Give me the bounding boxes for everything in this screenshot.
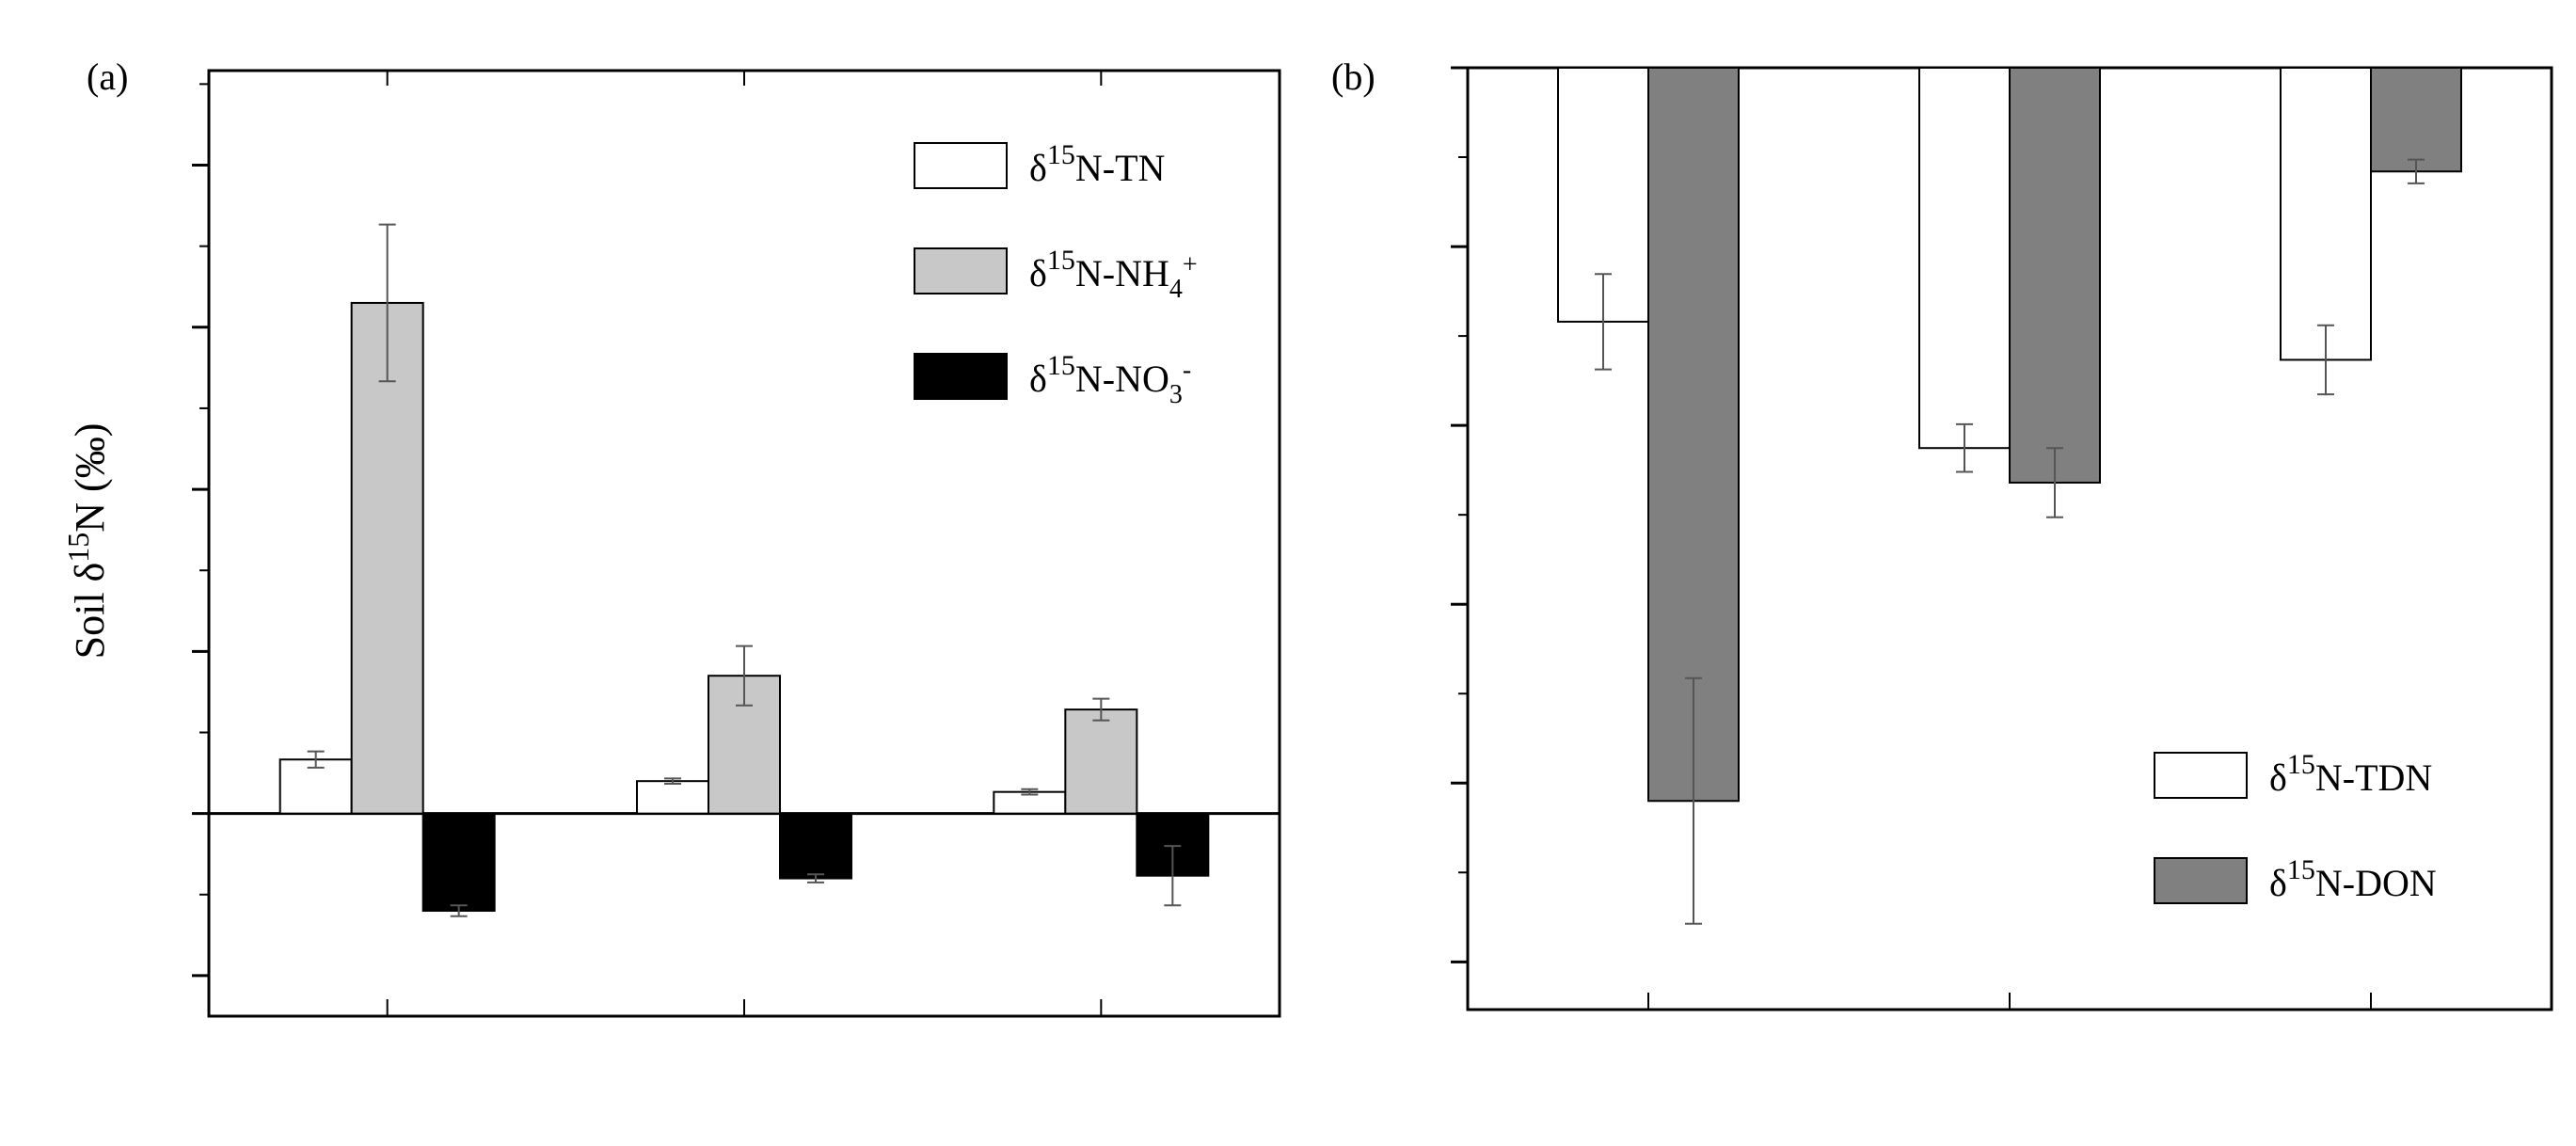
bar-15NNO3-2 bbox=[1136, 812, 1210, 877]
bar-15NTN-1 bbox=[636, 780, 709, 815]
legend-legend-rest: N-TN bbox=[1075, 147, 1166, 189]
legend-legend-sup: 15 bbox=[2287, 749, 2315, 780]
y-axis-title: Soil δ15N (‰) bbox=[61, 423, 113, 660]
legend-legend-sub: 3 bbox=[1169, 380, 1183, 409]
legend-swatch bbox=[914, 353, 1008, 400]
legend-legend-rest: N-TDN bbox=[2315, 756, 2432, 799]
bar-15NTDN-1 bbox=[1918, 67, 2011, 450]
legend-label: δ15N-TDN bbox=[2269, 749, 2432, 799]
bar-15NNO3-0 bbox=[421, 812, 496, 913]
legend-legend-sup2: + bbox=[1183, 250, 1198, 279]
bar-15NNH4-2 bbox=[1064, 708, 1138, 815]
bar-15NDON-1 bbox=[2009, 67, 2101, 484]
legend-legend-main: δ bbox=[1029, 358, 1047, 400]
legend-legend-sup: 15 bbox=[1047, 139, 1075, 170]
legend-legend-sub: 4 bbox=[1169, 275, 1183, 304]
bar-15NTDN-2 bbox=[2280, 67, 2372, 361]
y-axis-title-sup: 15 bbox=[61, 533, 95, 563]
legend-swatch bbox=[2154, 857, 2248, 904]
legend-legend-rest: N-NH bbox=[1075, 252, 1169, 294]
legend-legend-rest: N-DON bbox=[2315, 862, 2437, 904]
legend-label: δ15N-NO3- bbox=[1029, 350, 1191, 409]
bar-15NDON-2 bbox=[2370, 67, 2462, 173]
legend-swatch bbox=[914, 247, 1008, 294]
bar-15NNH4-0 bbox=[350, 301, 424, 815]
legend-swatch bbox=[914, 142, 1008, 189]
legend-label: δ15N-TN bbox=[1029, 139, 1165, 189]
legend-legend-sup: 15 bbox=[1047, 245, 1075, 276]
legend-legend-main: δ bbox=[1029, 252, 1047, 294]
legend-label: δ15N-NH4+ bbox=[1029, 245, 1198, 304]
legend-legend-rest: N-NO bbox=[1075, 358, 1169, 400]
bar-15NNO3-1 bbox=[779, 812, 852, 880]
panel-a-label: (a) bbox=[87, 56, 128, 98]
legend-legend-main: δ bbox=[2269, 862, 2287, 904]
legend-legend-main: δ bbox=[1029, 147, 1047, 189]
legend-label: δ15N-DON bbox=[2269, 854, 2437, 904]
legend-legend-main: δ bbox=[2269, 756, 2287, 799]
legend-swatch bbox=[2154, 752, 2248, 799]
panel-b-label: (b) bbox=[1331, 56, 1375, 98]
legend-legend-sup: 15 bbox=[2287, 854, 2315, 885]
legend-legend-sup: 15 bbox=[1047, 350, 1075, 381]
legend-legend-sup2: - bbox=[1183, 356, 1191, 385]
y-axis-title-prefix: Soil δ bbox=[67, 563, 113, 660]
y-axis-title-suffix: N (‰) bbox=[67, 423, 113, 533]
